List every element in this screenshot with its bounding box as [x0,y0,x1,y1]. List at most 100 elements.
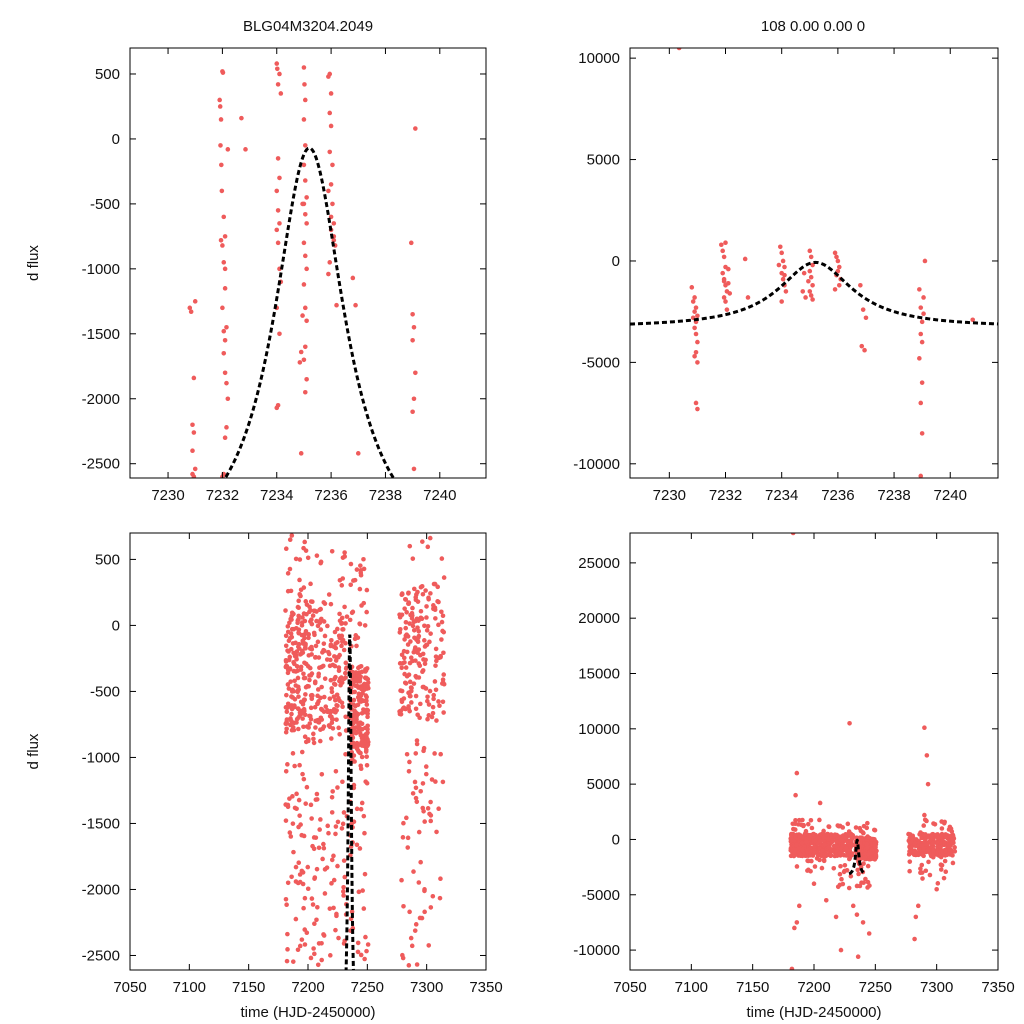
data-point [413,785,419,791]
data-point [918,331,924,337]
data-point [829,838,835,844]
data-point [407,693,413,699]
data-point [406,601,412,607]
data-point [218,237,224,243]
data-point [318,559,324,565]
data-point [305,864,311,870]
data-point [289,718,294,724]
data-point [407,543,413,549]
data-point [302,344,308,350]
data-point [742,256,748,262]
data-point [849,835,855,841]
data-point [295,668,301,673]
data-point [410,613,415,618]
data-point [935,881,941,886]
data-point [337,611,342,617]
x-tick-label: 7250 [859,979,892,996]
x-tick-label: 7234 [765,487,798,504]
data-point [866,835,872,841]
data-point [354,643,359,649]
data-point [832,287,838,292]
data-point [302,97,308,103]
data-point [355,635,361,640]
data-point [934,886,939,892]
data-point [361,906,367,911]
data-point [404,673,410,679]
data-point [323,704,329,709]
data-point [939,826,945,831]
x-axis-label: time (HJD-2450000) [746,1004,881,1021]
data-point [286,686,292,691]
data-point [298,664,304,670]
data-point [301,833,307,839]
data-point [423,642,429,648]
data-point [425,623,431,629]
data-point [305,664,311,669]
data-point [942,858,948,864]
x-tick-label: 7300 [410,979,443,996]
data-point [808,853,814,858]
data-point [296,694,301,699]
data-point [326,188,331,194]
y-tick-label: 500 [95,66,120,83]
model-curve [848,838,866,876]
data-point [397,630,403,635]
data-point [286,649,291,654]
data-point [837,823,843,829]
data-point [350,275,356,281]
data-point [221,214,227,220]
data-point [304,195,309,200]
data-point [420,684,426,690]
data-point [329,810,335,815]
data-point [402,637,407,642]
data-point [284,726,289,732]
data-point [278,91,284,96]
data-point [924,753,930,758]
data-point [838,837,844,843]
data-point [362,709,367,715]
data-point [321,619,327,624]
data-point [689,285,695,290]
data-point [719,242,724,248]
data-point [922,842,928,847]
data-point [850,903,856,909]
data-point [414,799,420,805]
data-point [289,610,295,616]
data-point [942,840,947,846]
y-tick-label: 500 [95,551,120,568]
data-point [939,863,945,868]
data-point [274,61,280,66]
data-point [350,609,356,615]
y-tick-label: 10000 [578,721,620,738]
data-point [874,848,879,854]
data-point [285,701,291,707]
data-point [428,799,433,805]
data-point [433,663,438,668]
data-point [302,942,308,947]
data-point [329,881,334,886]
data-point [426,943,432,948]
data-point [328,708,333,714]
data-point [304,318,309,324]
data-point [303,801,309,806]
data-point [302,635,307,641]
data-point [300,701,306,707]
data-point [838,863,843,869]
y-tick-label: 15000 [578,666,620,683]
data-point [356,691,362,697]
data-point [364,763,370,768]
data-point [794,842,799,848]
data-point [300,615,305,620]
x-tick-label: 7236 [314,487,347,504]
data-point [695,339,700,345]
data-point [952,845,957,850]
data-point [823,898,829,903]
data-point [863,876,868,882]
data-point [817,857,822,863]
data-point [343,714,348,720]
data-point [312,680,318,686]
data-point [833,914,839,920]
data-point [322,676,328,681]
data-point [782,264,787,270]
data-point [314,917,319,923]
